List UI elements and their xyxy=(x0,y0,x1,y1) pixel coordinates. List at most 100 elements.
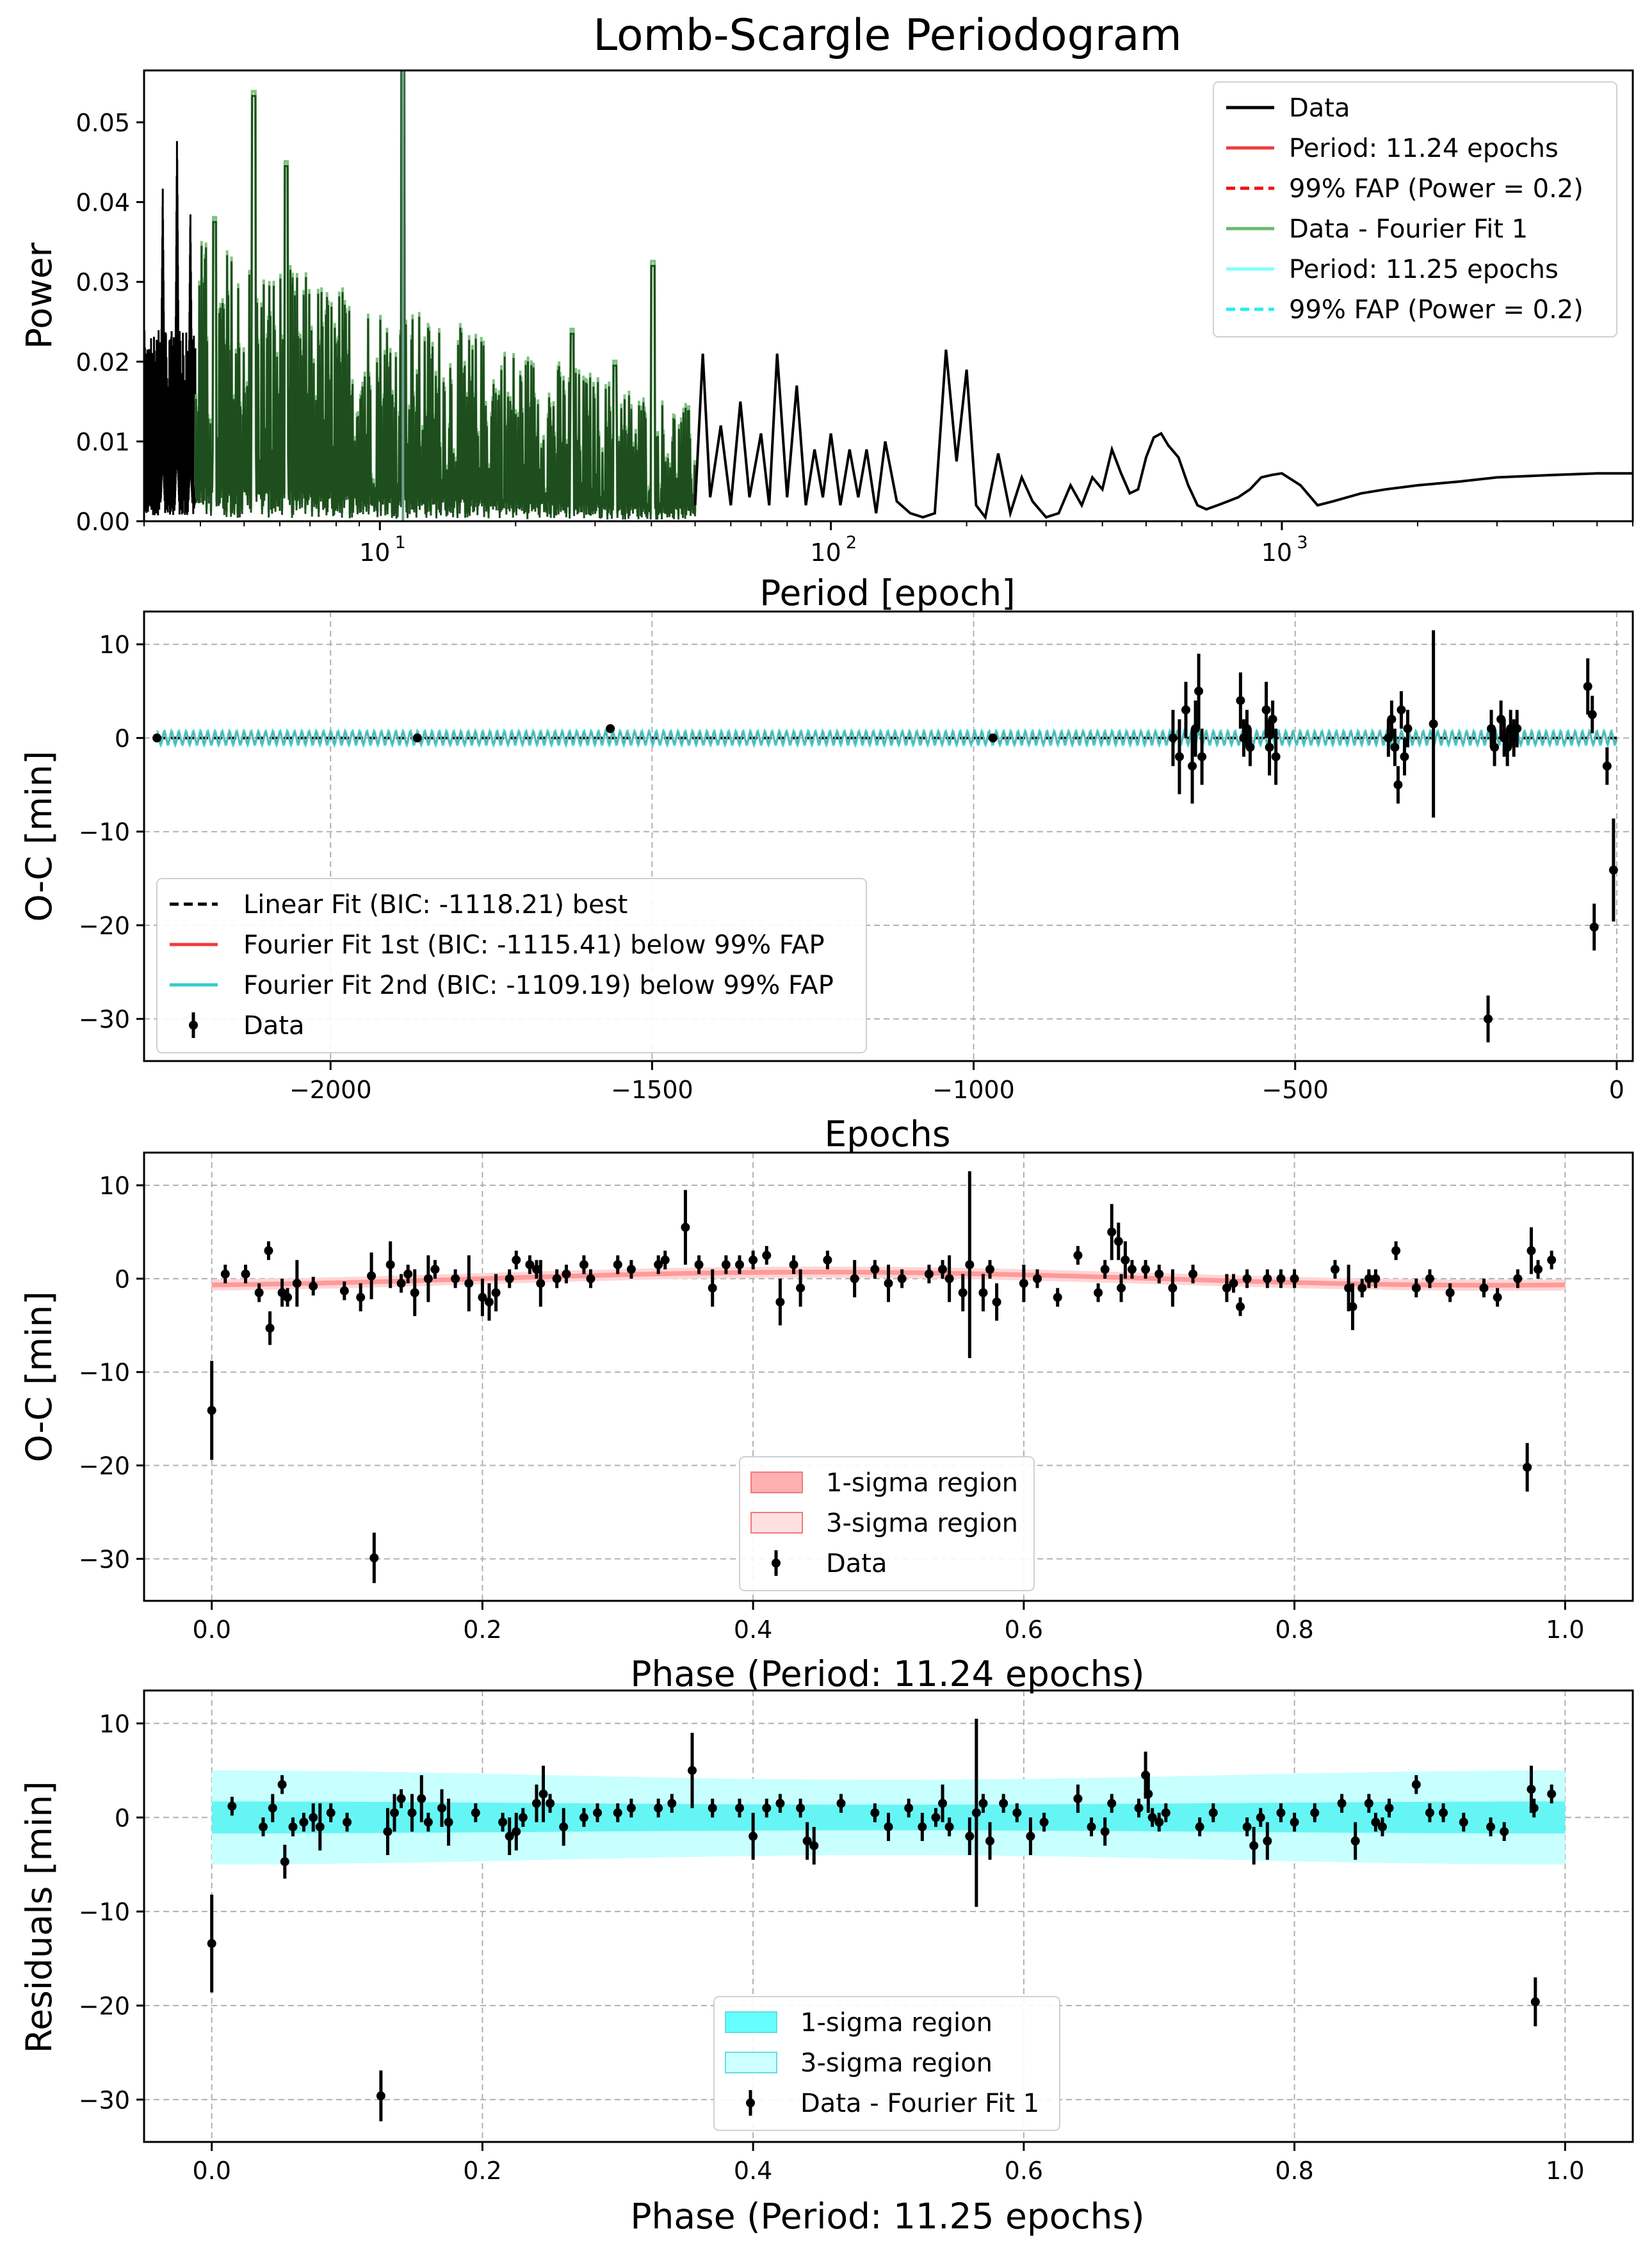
data-point xyxy=(525,1260,535,1269)
data-point xyxy=(938,1265,948,1274)
x-tick-label: 0.8 xyxy=(1275,2157,1313,2185)
data-point xyxy=(1425,1274,1434,1283)
data-point xyxy=(1026,1831,1035,1841)
y-tick-label: −20 xyxy=(79,912,130,940)
data-point xyxy=(1390,743,1400,752)
data-point xyxy=(1242,1274,1252,1283)
oc-phase-y-ticks: 10 0 −10 −20 −30 xyxy=(79,1172,144,1573)
data-point xyxy=(1012,1808,1022,1817)
data-point xyxy=(1117,1283,1126,1293)
data-point xyxy=(1364,1799,1373,1808)
data-point xyxy=(1236,695,1245,705)
legend-label: Linear Fit (BIC: -1118.21) best xyxy=(243,890,628,920)
data-point xyxy=(1344,1283,1354,1293)
oc-phase-x-ticks: 0.0 0.2 0.4 0.6 0.8 1.0 xyxy=(192,1601,1585,1644)
data-point xyxy=(796,1283,806,1293)
data-line xyxy=(693,349,1633,521)
data-point xyxy=(1263,1836,1272,1845)
data-point xyxy=(681,1222,690,1232)
data-point xyxy=(410,1288,419,1297)
fourier-fit-2nd-line xyxy=(156,728,1617,749)
data-point xyxy=(660,1255,670,1265)
data-point xyxy=(1411,1283,1421,1293)
data-point xyxy=(613,1260,622,1269)
data-point xyxy=(694,1260,704,1269)
data-point xyxy=(1168,1283,1178,1293)
legend-swatch xyxy=(750,1512,803,1534)
x-tick-label: 0 xyxy=(1609,1076,1624,1104)
oc-epochs-y-ticks: 10 0 −10 −20 −30 xyxy=(79,631,144,1034)
data-point xyxy=(1529,1803,1539,1813)
data-point xyxy=(775,1297,785,1307)
data-point xyxy=(1073,1251,1083,1260)
data-point xyxy=(268,1803,277,1813)
data-point xyxy=(1425,1808,1434,1817)
residuals-axes-frame xyxy=(143,1689,1634,2143)
legend-swatch-dot xyxy=(746,2098,755,2107)
data-point xyxy=(1371,1274,1381,1283)
data-point xyxy=(1154,1269,1164,1279)
data-point xyxy=(451,1274,460,1283)
data-point xyxy=(1364,1274,1373,1283)
data-point xyxy=(1100,1265,1110,1274)
data-point xyxy=(978,1799,988,1808)
legend-label: Data xyxy=(1289,93,1350,123)
data-point xyxy=(796,1803,806,1813)
data-point xyxy=(207,1406,216,1415)
data-point xyxy=(1195,1822,1204,1831)
legend-box xyxy=(1213,81,1617,337)
data-point xyxy=(1208,1808,1218,1817)
x-tick-label: 10 xyxy=(359,539,390,567)
data-point xyxy=(536,1279,546,1288)
x-tick-label: 1.0 xyxy=(1546,1616,1584,1644)
y-tick-label: 0.00 xyxy=(76,508,130,536)
data-point xyxy=(412,733,422,743)
data-point xyxy=(971,1808,981,1817)
legend-swatch-dot xyxy=(772,1559,781,1568)
legend-label: Data - Fourier Fit 1 xyxy=(1289,215,1528,244)
periodogram-ylabel: Power xyxy=(19,242,60,349)
data-point xyxy=(1053,1293,1062,1302)
data-point xyxy=(1161,1808,1170,1817)
data-point xyxy=(1411,1780,1421,1789)
data-point xyxy=(789,1260,798,1269)
data-point xyxy=(339,1286,349,1295)
data-point xyxy=(512,1255,521,1265)
legend-label: 1-sigma region xyxy=(826,1468,1018,1498)
data-point xyxy=(992,1297,1001,1307)
data-point xyxy=(944,1274,954,1283)
x-tick-label: 0.8 xyxy=(1275,1616,1313,1644)
data-point xyxy=(562,1269,571,1279)
data-point xyxy=(1245,743,1255,752)
data-point xyxy=(512,1827,521,1836)
data-point xyxy=(1144,1789,1153,1799)
x-tick-label: −2000 xyxy=(289,1076,372,1104)
periodogram-legend: Data Period: 11.24 epochs 99% FAP (Power =… xyxy=(1213,81,1617,337)
data-point xyxy=(430,1265,440,1274)
data-point xyxy=(823,1255,832,1265)
x-tick-label: 0.0 xyxy=(192,2157,231,2185)
data-point xyxy=(1589,922,1599,932)
data-point xyxy=(1530,1997,1540,2007)
legend-label: Fourier Fit 1st (BIC: -1115.41) below 99… xyxy=(243,930,825,960)
data-point xyxy=(1107,1227,1117,1236)
periodogram-y-ticks: 0.00 0.01 0.02 0.03 0.04 0.05 xyxy=(76,109,144,536)
y-tick-label: 0.01 xyxy=(76,428,130,456)
data-point xyxy=(417,1794,426,1803)
data-point xyxy=(897,1274,907,1283)
data-point xyxy=(1194,686,1204,696)
legend-label: Data xyxy=(243,1011,305,1041)
data-point xyxy=(708,1283,717,1293)
residuals-y-ticks: 10 0 −10 −20 −30 xyxy=(79,1710,144,2114)
data-point xyxy=(437,1803,446,1813)
oc-epochs-axes-frame xyxy=(143,610,1634,1062)
data-point xyxy=(280,1857,289,1867)
data-point xyxy=(385,1260,395,1269)
data-point xyxy=(343,1817,352,1827)
data-point xyxy=(1348,1302,1357,1311)
data-point xyxy=(802,1836,812,1845)
y-tick-label: 0.04 xyxy=(76,189,130,217)
data-point xyxy=(1393,780,1403,790)
data-point xyxy=(1181,705,1190,715)
residuals-xlabel: Phase (Period: 11.25 epochs) xyxy=(630,2196,1144,2237)
